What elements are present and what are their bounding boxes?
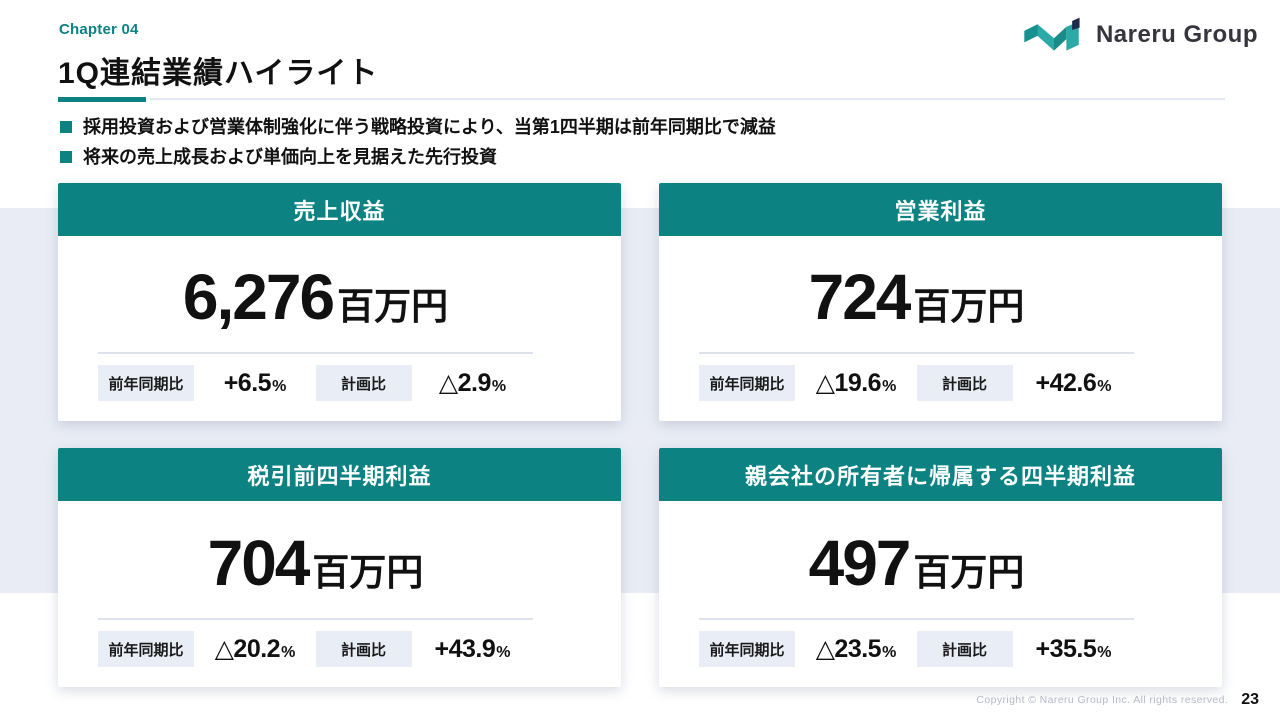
card-body: 724 百万円 前年同期比 △19.6% 計画比 +42.6% xyxy=(659,236,1222,421)
bullet-item: 将来の売上成長および単価向上を見据えた先行投資 xyxy=(60,146,1160,169)
plan-badge: 計画比 xyxy=(315,631,412,667)
card-pretax-profit: 税引前四半期利益 704 百万円 前年同期比 △20.2% 計画比 +43.9% xyxy=(58,448,621,687)
bullet-text: 将来の売上成長および単価向上を見据えた先行投資 xyxy=(83,146,497,167)
divider xyxy=(699,618,1134,620)
title-underline-line xyxy=(150,98,1225,100)
plan-value: +42.6% xyxy=(1035,368,1112,397)
title-underline-accent xyxy=(58,97,146,102)
card-title: 営業利益 xyxy=(659,183,1222,236)
metric-value: 724 百万円 xyxy=(699,236,1134,352)
card-profit-attributable-to-owners: 親会社の所有者に帰属する四半期利益 497 百万円 前年同期比 △23.5% 計… xyxy=(659,448,1222,687)
yoy-value: △23.5% xyxy=(815,635,897,663)
stat-row: 前年同期比 △20.2% 計画比 +43.9% xyxy=(98,631,533,667)
card-body: 6,276 百万円 前年同期比 +6.5% 計画比 △2.9% xyxy=(58,236,621,421)
kpi-cards-grid: 売上収益 6,276 百万円 前年同期比 +6.5% 計画比 △2.9% xyxy=(58,183,1222,687)
yoy-stat: 前年同期比 △23.5% xyxy=(699,631,917,667)
chapter-label: Chapter 04 xyxy=(59,21,139,38)
card-title: 親会社の所有者に帰属する四半期利益 xyxy=(659,448,1222,501)
stat-row: 前年同期比 +6.5% 計画比 △2.9% xyxy=(98,365,533,401)
yoy-badge: 前年同期比 xyxy=(98,365,194,401)
stat-row: 前年同期比 △23.5% 計画比 +35.5% xyxy=(699,631,1134,667)
nareru-logo-icon xyxy=(1024,17,1080,51)
yoy-badge: 前年同期比 xyxy=(699,631,795,667)
metric-unit: 百万円 xyxy=(913,286,1025,327)
metric-number: 704 xyxy=(207,526,311,599)
metric-value: 6,276 百万円 xyxy=(98,236,533,352)
copyright-text: Copyright © Nareru Group Inc. All rights… xyxy=(976,694,1229,706)
metric-unit: 百万円 xyxy=(913,551,1025,593)
card-title: 税引前四半期利益 xyxy=(58,448,621,501)
plan-stat: 計画比 △2.9% xyxy=(315,365,534,401)
card-title: 売上収益 xyxy=(58,183,621,236)
card-revenue: 売上収益 6,276 百万円 前年同期比 +6.5% 計画比 △2.9% xyxy=(58,183,621,421)
yoy-stat: 前年同期比 +6.5% xyxy=(98,365,316,401)
plan-stat: 計画比 +43.9% xyxy=(315,631,534,667)
metric-unit: 百万円 xyxy=(312,551,424,593)
stat-row: 前年同期比 △19.6% 計画比 +42.6% xyxy=(699,365,1134,401)
bullet-square-icon xyxy=(60,150,72,163)
divider xyxy=(98,618,533,620)
yoy-badge: 前年同期比 xyxy=(98,631,194,667)
page-number: 23 xyxy=(1241,691,1259,708)
plan-value: +43.9% xyxy=(434,634,511,663)
yoy-value: △19.6% xyxy=(815,369,897,397)
key-messages: 採用投資および営業体制強化に伴う戦略投資により、当第1四半期は前年同期比で減益 … xyxy=(60,116,1160,175)
company-logo-text: Nareru Group xyxy=(1095,21,1258,48)
yoy-stat: 前年同期比 △20.2% xyxy=(98,631,316,667)
metric-value: 704 百万円 xyxy=(98,501,533,618)
metric-number: 497 xyxy=(808,526,912,599)
plan-value: +35.5% xyxy=(1035,634,1112,663)
plan-value: △2.9% xyxy=(438,369,506,397)
divider xyxy=(98,352,533,354)
bullet-square-icon xyxy=(60,121,72,133)
page-title: 1Q連結業績ハイライト xyxy=(58,57,379,90)
yoy-stat: 前年同期比 △19.6% xyxy=(699,365,917,401)
divider xyxy=(699,352,1134,354)
card-body: 704 百万円 前年同期比 △20.2% 計画比 +43.9% xyxy=(58,501,621,687)
plan-badge: 計画比 xyxy=(916,631,1013,667)
footer: Copyright © Nareru Group Inc. All rights… xyxy=(976,691,1259,709)
metric-value: 497 百万円 xyxy=(699,501,1134,618)
bullet-text: 採用投資および営業体制強化に伴う戦略投資により、当第1四半期は前年同期比で減益 xyxy=(83,117,776,137)
bullet-item: 採用投資および営業体制強化に伴う戦略投資により、当第1四半期は前年同期比で減益 xyxy=(60,116,1160,139)
plan-badge: 計画比 xyxy=(916,365,1013,401)
metric-unit: 百万円 xyxy=(337,286,449,327)
plan-badge: 計画比 xyxy=(315,365,412,401)
yoy-value: +6.5% xyxy=(223,368,287,397)
plan-stat: 計画比 +35.5% xyxy=(916,631,1135,667)
metric-number: 6,276 xyxy=(182,261,335,333)
title-underline xyxy=(58,97,1225,102)
plan-stat: 計画比 +42.6% xyxy=(916,365,1135,401)
card-body: 497 百万円 前年同期比 △23.5% 計画比 +35.5% xyxy=(659,501,1222,687)
yoy-value: △20.2% xyxy=(214,635,296,663)
card-operating-profit: 営業利益 724 百万円 前年同期比 △19.6% 計画比 +42.6% xyxy=(659,183,1222,421)
yoy-badge: 前年同期比 xyxy=(699,365,795,401)
company-logo: Nareru Group xyxy=(1021,13,1258,57)
metric-number: 724 xyxy=(808,261,912,333)
